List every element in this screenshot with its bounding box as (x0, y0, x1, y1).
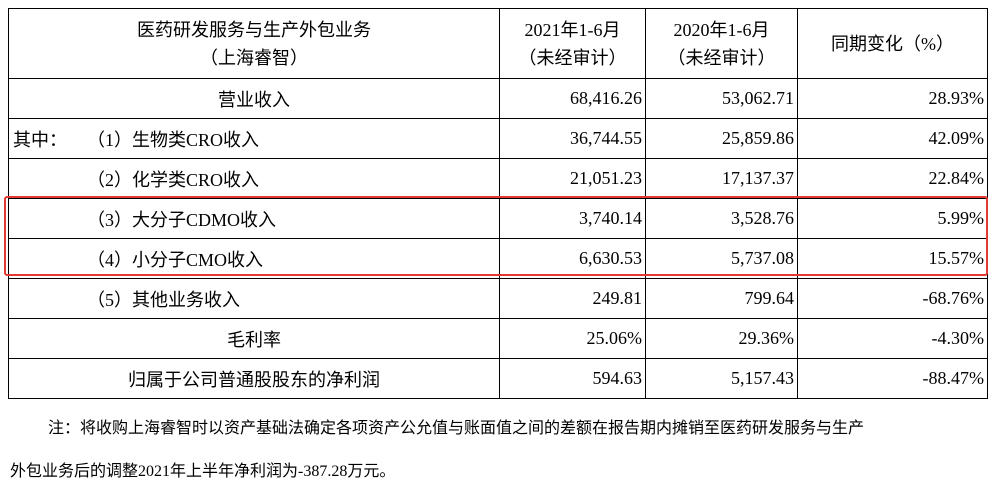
row-label: 营业收入 (218, 89, 290, 110)
header-cell: 2020年1-6月 （未经审计） (645, 8, 798, 79)
header-row: 医药研发服务与生产外包业务 （上海睿智） 2021年1-6月 （未经审计） 2020… (8, 8, 988, 79)
value-cell: 28.93% (797, 78, 988, 119)
table-row: （3）大分子CDMO收入 3,740.14 3,528.76 5.99% (8, 198, 988, 239)
value-cell: 36,744.55 (499, 118, 646, 159)
header-line: 医药研发服务与生产外包业务 (137, 19, 371, 40)
value-cell: 594.63 (499, 358, 646, 399)
value-cell: 22.84% (797, 158, 988, 199)
highlight-box (4, 196, 988, 276)
table-body: 营业收入 68,416.26 53,062.71 28.93% 其中： （1）生物类CRO… (8, 78, 988, 399)
header-cell: 同期变化（%） (797, 8, 988, 79)
value-cell: 799.64 (645, 278, 798, 319)
value-cell: -4.30% (797, 318, 988, 359)
value-cell: 25,859.86 (645, 118, 798, 159)
row-label: （5）其他业务收入 (87, 289, 240, 310)
header-cell: 2021年1-6月 （未经审计） (499, 8, 646, 79)
table-row: （4）小分子CMO收入 6,630.53 5,737.08 15.57% (8, 238, 988, 279)
row-label-cell: 其中： （1）生物类CRO收入 (8, 118, 500, 159)
value-cell: 15.57% (797, 238, 988, 279)
value-cell: 21,051.23 (499, 158, 646, 199)
table-row: 营业收入 68,416.26 53,062.71 28.93% (8, 78, 988, 119)
header-line: （未经审计） (667, 47, 776, 68)
row-label: （2）化学类CRO收入 (87, 169, 260, 190)
row-label: 归属于公司普通股股东的净利润 (128, 369, 380, 390)
header-line: （未经审计） (518, 47, 627, 68)
value-cell: 3,528.76 (645, 198, 798, 239)
table-row: 毛利率 25.06% 29.36% -4.30% (8, 318, 988, 359)
value-cell: 249.81 (499, 278, 646, 319)
header-line: 2021年1-6月 (524, 19, 621, 40)
note-line: 注：将收购上海睿智时以资产基础法确定各项资产公允值与账面值之间的差额在报告期内摊… (48, 420, 865, 437)
row-prefix: 其中： (13, 129, 67, 150)
table-row: （5）其他业务收入 249.81 799.64 -68.76% (8, 278, 988, 319)
row-label: （3）大分子CDMO收入 (87, 209, 277, 230)
value-cell: 6,630.53 (499, 238, 646, 279)
table-row: （2）化学类CRO收入 21,051.23 17,137.37 22.84% (8, 158, 988, 199)
header-cell: 医药研发服务与生产外包业务 （上海睿智） (8, 8, 500, 79)
row-label-cell: （2）化学类CRO收入 (8, 158, 500, 199)
value-cell: 25.06% (499, 318, 646, 359)
value-cell: 17,137.37 (645, 158, 798, 199)
row-label-cell: （4）小分子CMO收入 (8, 238, 500, 279)
header-line: 同期变化（%） (831, 33, 954, 54)
value-cell: -88.47% (797, 358, 988, 399)
header-line: 2020年1-6月 (673, 19, 770, 40)
row-label-cell: 毛利率 (8, 318, 500, 359)
value-cell: 5,737.08 (645, 238, 798, 279)
value-cell: -68.76% (797, 278, 988, 319)
table-row: 其中： （1）生物类CRO收入 36,744.55 25,859.86 42.09% (8, 118, 988, 159)
value-cell: 29.36% (645, 318, 798, 359)
row-label: （1）生物类CRO收入 (87, 129, 260, 150)
row-label: （4）小分子CMO收入 (87, 249, 264, 270)
value-cell: 5,157.43 (645, 358, 798, 399)
value-cell: 53,062.71 (645, 78, 798, 119)
row-label-cell: 营业收入 (8, 78, 500, 119)
row-label-cell: 归属于公司普通股股东的净利润 (8, 358, 500, 399)
table-row: 归属于公司普通股股东的净利润 594.63 5,157.43 -88.47% (8, 358, 988, 399)
value-cell: 5.99% (797, 198, 988, 239)
row-label-cell: （5）其他业务收入 (8, 278, 500, 319)
data-table: 医药研发服务与生产外包业务 （上海睿智） 2021年1-6月 （未经审计） 2020… (8, 8, 988, 399)
header-line: （上海睿智） (200, 47, 308, 68)
value-cell: 68,416.26 (499, 78, 646, 119)
note-line: 外包业务后的调整2021年上半年净利润为-387.28万元。 (10, 463, 396, 480)
value-cell: 42.09% (797, 118, 988, 159)
row-label: 毛利率 (227, 329, 281, 350)
